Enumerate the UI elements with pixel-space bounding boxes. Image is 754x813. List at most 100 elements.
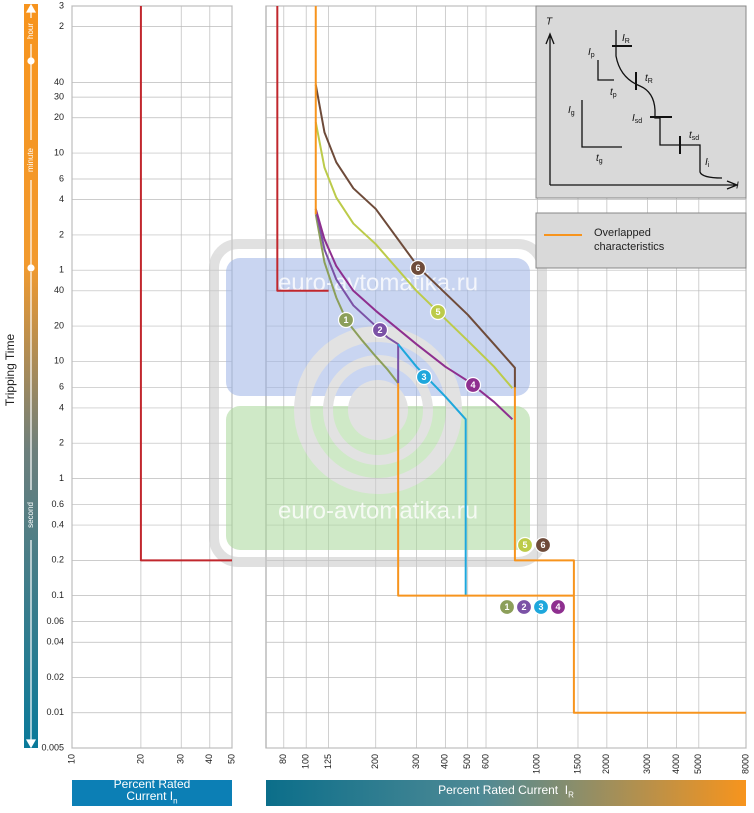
- y-tick-label: 0.005: [41, 742, 64, 752]
- series-line: [314, 214, 399, 384]
- inset-label-main: t: [645, 73, 649, 84]
- y-tick-label: 0.04: [46, 637, 64, 647]
- y-tick-label: 0.1: [51, 590, 64, 600]
- x-tick-label: 1500: [572, 754, 582, 774]
- curve-badge-label: 1: [343, 315, 348, 325]
- series-line: [276, 6, 329, 292]
- curve-badge-label: 5: [522, 540, 527, 550]
- watermark-frame: [209, 239, 547, 567]
- inset-label: tsd: [689, 130, 699, 142]
- inset-label: IR: [622, 33, 630, 45]
- inset-label-main: I: [622, 33, 625, 44]
- curve-badge-label: 3: [421, 372, 426, 382]
- curve-badge-label: 4: [470, 380, 475, 390]
- inset-axis-label: T: [546, 17, 553, 28]
- curve-badge: [371, 321, 389, 339]
- x-tick-label: 400: [440, 754, 450, 769]
- x-tick-label: 50: [226, 754, 236, 764]
- inset-label-main: I: [568, 105, 571, 116]
- x-tick-label: 300: [411, 754, 421, 769]
- y-tick-label: 10: [54, 356, 64, 366]
- legend-text-box: Overlapped characteristics: [594, 227, 664, 253]
- inset-label: tp: [610, 87, 617, 99]
- x-tick-label: 200: [370, 754, 380, 769]
- curve-badge: [515, 598, 533, 616]
- series-line: [314, 84, 516, 389]
- x-tick-label: 5000: [693, 754, 703, 774]
- y-tick-label: 4: [59, 402, 64, 412]
- inset-label-main: t: [596, 153, 600, 164]
- x-tick-label: 4000: [671, 754, 681, 774]
- series-line: [397, 343, 467, 596]
- series-line: [314, 208, 514, 421]
- curve-badge: [498, 598, 516, 616]
- watermark-lens: [348, 380, 408, 440]
- inset-label-sub: R: [625, 38, 630, 45]
- curve-badge-label: 4: [555, 602, 560, 612]
- curve-badge-label: 3: [538, 602, 543, 612]
- inset-label: tg: [596, 153, 603, 165]
- inset-label-main: t: [689, 130, 693, 141]
- curve-badge: [409, 259, 427, 277]
- y-tick-label: 2: [59, 229, 64, 239]
- series-line: [314, 122, 514, 389]
- y-tick-label: 10: [54, 147, 64, 157]
- inset-label-sub: i: [708, 162, 710, 169]
- x-axis-title: Percent Rated Current In: [72, 780, 232, 806]
- x-label-fo: Percent Rated Current In: [72, 780, 232, 806]
- x-axis-symbol-sub: n: [173, 796, 178, 806]
- x-axis-symbol: I: [169, 789, 174, 804]
- x-tick-label: 20: [135, 754, 145, 764]
- y-tick-label: 20: [54, 112, 64, 122]
- x-tick-label: 2000: [601, 754, 611, 774]
- series-line: [314, 6, 746, 714]
- x-tick-label: 500: [462, 754, 472, 769]
- left-panel: [71, 5, 233, 749]
- inset-label-main: I: [588, 47, 591, 58]
- x-tick-label: 30: [176, 754, 186, 764]
- series-line: [139, 6, 232, 562]
- unit-label: second: [26, 502, 35, 528]
- inset-label: Ig: [568, 105, 575, 117]
- y-tick-label: 3: [59, 0, 64, 10]
- x-tick-label: 1000: [532, 754, 542, 774]
- curve-badge: [429, 303, 447, 321]
- inset-label-sub: g: [599, 158, 603, 165]
- y-tick-label: 20: [54, 320, 64, 330]
- y-tick-label: 0.01: [46, 707, 64, 717]
- inset-label-main: I: [705, 157, 708, 168]
- x-label-fo: Percent Rated Current IR: [438, 783, 574, 799]
- x-axis-title-text: Percent Rated Current: [113, 780, 191, 804]
- watermark: [209, 239, 547, 567]
- curve-badge: [532, 598, 550, 616]
- inset-drawing: [545, 30, 739, 190]
- y-tick-label: 2: [59, 21, 64, 31]
- y-tick-label: 1: [59, 265, 64, 275]
- inset-axis-label: I: [736, 181, 739, 192]
- inset-label-sub: R: [648, 78, 653, 85]
- curve-badge: [549, 598, 567, 616]
- inset-label-main: I: [632, 113, 635, 124]
- curve-badge-label: 6: [415, 263, 420, 273]
- curve-badge: [464, 376, 482, 394]
- x-axis-symbol: I: [564, 783, 569, 798]
- x-tick-label: 125: [323, 754, 333, 769]
- y-tick-label: 6: [59, 382, 64, 392]
- x-tick-label: 40: [204, 754, 214, 764]
- inset-label-sub: g: [571, 110, 575, 117]
- y-tick-label: 0.06: [46, 616, 64, 626]
- inset-label-main: t: [610, 87, 614, 98]
- curve-badge-label: 2: [377, 325, 382, 335]
- unit-label: hour: [26, 23, 35, 39]
- legend-box: [535, 212, 747, 269]
- x-tick-label: 600: [480, 754, 490, 769]
- x-tick-label: 100: [301, 754, 311, 769]
- curve-badge-label: 6: [540, 540, 545, 550]
- y-tick-label: 0.2: [51, 555, 64, 565]
- inset-label: Isd: [632, 113, 642, 125]
- inset-label-sub: p: [591, 52, 595, 59]
- y-tick-label: 1: [59, 473, 64, 483]
